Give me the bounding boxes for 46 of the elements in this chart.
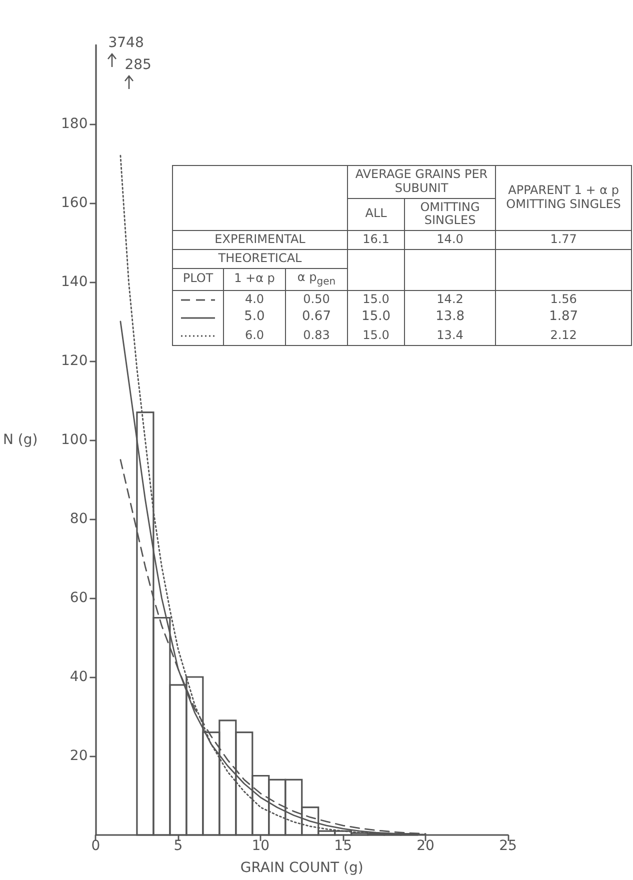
y-tick-label: 20 (70, 748, 88, 764)
annotation: 0.50 (286, 290, 348, 308)
annotation: 14.2 (404, 290, 496, 308)
annotation: AVERAGE GRAINS PER SUBUNIT (348, 166, 496, 198)
x-tick-label: 0 (91, 838, 100, 854)
y-tick-label: 60 (70, 590, 88, 606)
annotation: ALL (348, 198, 405, 231)
annotation: 15.0 (348, 308, 405, 328)
y-axis-title: N (g) (3, 432, 38, 448)
text: 1.56 (550, 292, 577, 306)
annotation: 16.1 (348, 230, 405, 250)
annotation: α p$_{gen}$ (286, 268, 348, 290)
y-tick-label: 160 (61, 195, 88, 211)
annotation: 3748 (108, 35, 144, 51)
annotation: 0.67 (286, 308, 348, 328)
x-tick-label: 20 (416, 838, 434, 854)
annotation: APPARENT 1 + α p OMITTING SINGLES (496, 166, 632, 231)
annotation: 0.83 (286, 327, 348, 346)
annotation: OMITTING SINGLES (404, 198, 496, 231)
x-tick-label: 15 (334, 838, 352, 854)
annotation: 15.0 (348, 327, 405, 346)
y-tick-label: 120 (61, 353, 88, 369)
x-axis-title: GRAIN COUNT (g) (240, 860, 364, 876)
annotation: 13.8 (404, 308, 496, 328)
x-tick-label: 5 (174, 838, 183, 854)
annotation: THEORETICAL (172, 249, 348, 268)
y-tick-label: 40 (70, 669, 88, 685)
annotation: 4.0 (224, 290, 286, 308)
x-tick-label: 10 (252, 838, 270, 854)
annotation: PLOT (172, 268, 224, 290)
y-tick-label: 140 (61, 274, 88, 290)
annotation: 13.4 (404, 327, 496, 346)
y-tick-label: 180 (61, 116, 88, 132)
annotation: 15.0 (348, 290, 405, 308)
text: 1.77 (550, 232, 577, 246)
annotation: EXPERIMENTAL (172, 230, 348, 250)
annotation: 285 (124, 57, 152, 73)
y-tick-label: 80 (70, 511, 88, 527)
text: 1.87 (549, 309, 578, 324)
annotation: 6.0 (224, 327, 286, 346)
text: 2.12 (550, 328, 577, 342)
x-tick-label: 25 (499, 838, 517, 854)
y-tick-label: 100 (61, 432, 88, 448)
annotation: 1 +α p (224, 268, 286, 290)
annotation: 14.0 (404, 230, 496, 250)
annotation: 5.0 (224, 308, 286, 328)
